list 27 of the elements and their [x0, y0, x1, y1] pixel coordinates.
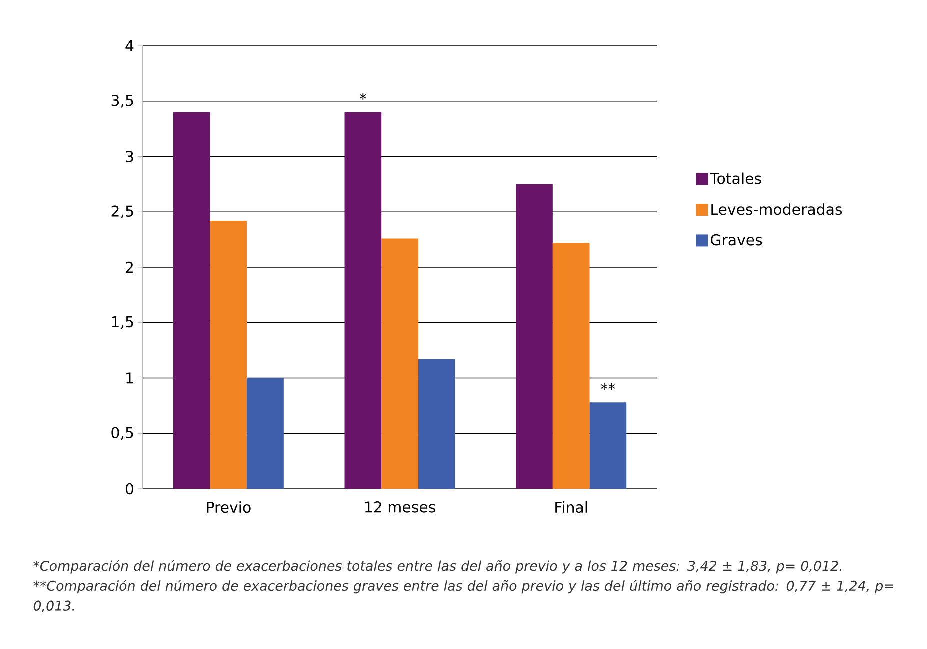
x-tick-label: Previo [207, 502, 251, 514]
data-label: * [360, 93, 366, 100]
y-tick-label: 1,5 [112, 316, 134, 330]
x-tick-label: 12 meses [366, 502, 436, 513]
y-tick-label: 2,5 [112, 206, 134, 219]
bar [247, 378, 284, 489]
x-tick-label: Final [556, 502, 588, 514]
y-tick-label: 3,5 [112, 94, 134, 108]
bar [210, 220, 248, 489]
bar [516, 184, 553, 489]
legend-label: Totales [710, 172, 762, 184]
y-tick-label: 0,5 [112, 427, 134, 440]
bar [590, 402, 627, 489]
legend-label: Graves [711, 234, 762, 246]
y-tick-label: 1 [126, 372, 134, 384]
y-tick-label: 2 [126, 262, 133, 274]
legend-label: Leves-moderadas [712, 204, 842, 216]
bar [382, 238, 418, 489]
y-tick-label: 0 [126, 483, 134, 495]
data-label: ** [601, 383, 616, 390]
bar [173, 112, 210, 489]
text: *Comparación del número de exacerbaciones totales entre las del año previo y a los 12 meses: 3,42 ± 1,83, p= 0,012. **Comparación del número de exacerbaciones graves entre las del año previo y las del último año registrado: 0,77 ± 1,24, p= 0,013. [34, 560, 894, 612]
y-tick-label: 3 [126, 151, 134, 162]
bar [552, 243, 590, 489]
bar [344, 112, 382, 489]
bar [418, 359, 456, 489]
y-tick-label: 4 [126, 40, 134, 52]
